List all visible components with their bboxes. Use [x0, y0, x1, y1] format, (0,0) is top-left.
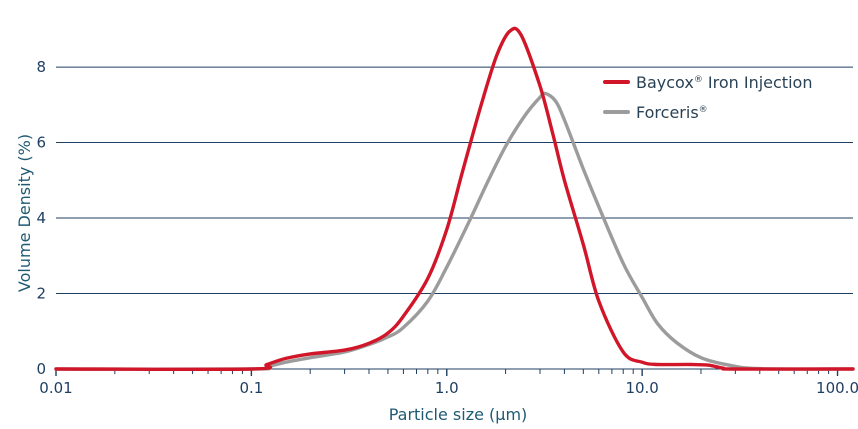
legend-label-forceris: Forceris® [636, 103, 708, 122]
legend: Baycox® Iron Injection Forceris® [603, 73, 812, 122]
legend-item-baycox: Baycox® Iron Injection [603, 73, 812, 92]
series-line-baycox [54, 26, 855, 372]
x-tick-label-0.1: 0.1 [239, 379, 263, 397]
x-tick-label-0.01: 0.01 [39, 379, 72, 397]
y-tick-label-2: 2 [36, 285, 46, 303]
x-tick-label-1.0: 1.0 [435, 379, 459, 397]
series-lines [54, 26, 855, 372]
x-axis-tick-labels: 0.01 0.1 1.0 10.0 100.0 [39, 379, 858, 397]
series-line-forceris [54, 91, 855, 371]
x-axis-title: Particle size (µm) [389, 405, 528, 424]
y-tick-label-4: 4 [36, 209, 46, 227]
grid-lines [56, 66, 853, 295]
y-axis-title: Volume Density (%) [15, 134, 34, 292]
x-tick-label-100.0: 100.0 [816, 379, 858, 397]
x-tick-label-10.0: 10.0 [625, 379, 658, 397]
y-tick-label-6: 6 [36, 134, 46, 152]
y-axis-tick-labels: 0 2 4 6 8 [36, 58, 46, 378]
y-tick-label-8: 8 [36, 58, 46, 76]
legend-label-baycox: Baycox® Iron Injection [636, 73, 812, 92]
legend-item-forceris: Forceris® [603, 103, 708, 122]
y-tick-label-0: 0 [36, 360, 46, 378]
